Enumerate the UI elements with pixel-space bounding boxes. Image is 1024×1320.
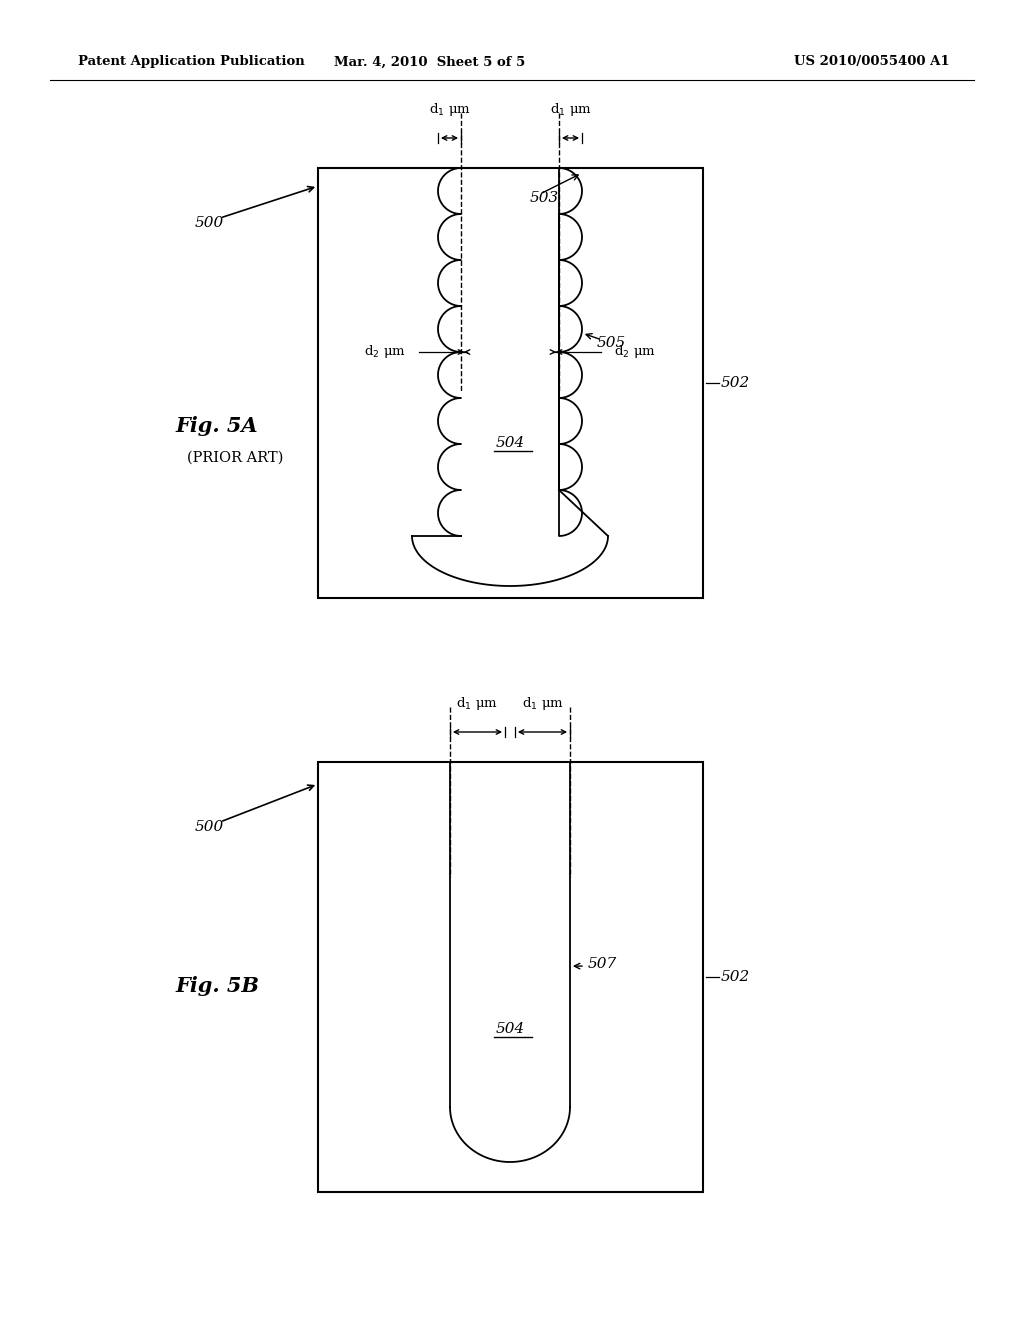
Text: Fig. 5A: Fig. 5A xyxy=(175,416,258,436)
Text: 502: 502 xyxy=(721,970,751,983)
Text: d$_1$ μm: d$_1$ μm xyxy=(550,102,592,119)
Text: 500: 500 xyxy=(195,820,224,834)
Text: d$_1$ μm: d$_1$ μm xyxy=(429,102,470,119)
Text: d$_1$ μm: d$_1$ μm xyxy=(456,696,498,713)
Text: d$_1$ μm: d$_1$ μm xyxy=(522,696,564,713)
Text: (PRIOR ART): (PRIOR ART) xyxy=(187,451,284,465)
Bar xyxy=(318,168,703,598)
Bar xyxy=(318,762,703,1192)
Text: 502: 502 xyxy=(721,376,751,389)
Text: 504: 504 xyxy=(496,436,524,450)
Text: 500: 500 xyxy=(195,216,224,230)
Text: 507: 507 xyxy=(588,957,617,972)
Text: Fig. 5B: Fig. 5B xyxy=(175,975,259,995)
Text: 505: 505 xyxy=(597,337,627,350)
Text: 504: 504 xyxy=(496,1022,524,1036)
Text: 503: 503 xyxy=(530,191,559,205)
Text: d$_2$ μm: d$_2$ μm xyxy=(365,343,406,360)
Text: US 2010/0055400 A1: US 2010/0055400 A1 xyxy=(795,55,950,69)
Text: d$_2$ μm: d$_2$ μm xyxy=(614,343,656,360)
Text: Patent Application Publication: Patent Application Publication xyxy=(78,55,305,69)
Text: Mar. 4, 2010  Sheet 5 of 5: Mar. 4, 2010 Sheet 5 of 5 xyxy=(335,55,525,69)
